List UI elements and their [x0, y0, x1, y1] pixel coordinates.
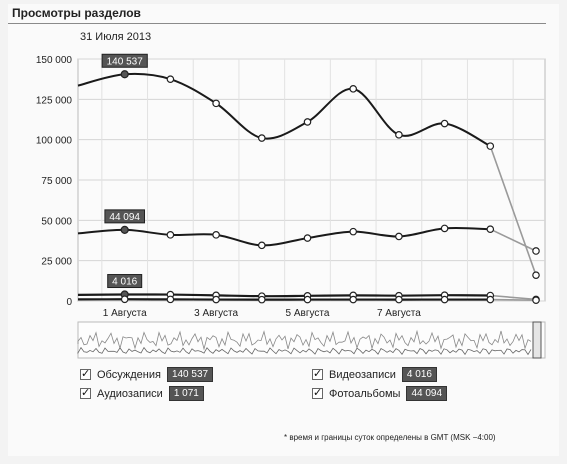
legend-value: 140 537: [166, 367, 214, 382]
y-tick-label: 150 000: [36, 55, 73, 66]
data-point: [120, 225, 129, 234]
y-tick-label: 50 000: [41, 216, 72, 227]
x-tick-label: 7 Августа: [377, 308, 421, 319]
data-point: [349, 295, 358, 304]
legend-item-photos[interactable]: Фотоальбомы 44 094: [312, 386, 448, 401]
data-point: [395, 232, 403, 241]
y-tick-label: 100 000: [36, 136, 73, 147]
x-tick-label: 5 Августа: [286, 308, 330, 319]
value-tooltip: [101, 53, 148, 68]
series-line-partial: [490, 294, 537, 301]
data-point: [486, 295, 495, 304]
y-tick-label: 75 000: [41, 176, 72, 187]
data-point: [166, 75, 175, 83]
y-tick-label: 25 000: [41, 257, 72, 268]
data-point: [166, 231, 175, 239]
y-tick-label: 125 000: [36, 95, 73, 106]
legend-label: Обсуждения: [97, 368, 161, 381]
data-point: [440, 119, 449, 128]
data-point: [349, 227, 358, 236]
value-tooltip: [104, 209, 145, 224]
date-label: 31 Июля 2013: [80, 31, 152, 43]
legend-label: Аудиозаписи: [97, 387, 163, 400]
x-tick-label: 1 Августа: [103, 308, 147, 319]
overview-series: [77, 329, 532, 351]
series-line: [77, 293, 491, 298]
data-point: [349, 85, 358, 93]
page-title: Просмотры разделов: [12, 6, 141, 20]
value-tooltip-label: 44 094: [109, 212, 140, 223]
legend-label: Фотоальбомы: [329, 387, 401, 400]
legend-item-audio[interactable]: Аудиозаписи 1 071: [80, 386, 204, 401]
data-point: [440, 295, 449, 304]
legend-value: 1 071: [168, 386, 204, 401]
timezone-footnote: * время и границы суток определены в GMT…: [284, 433, 496, 442]
data-point: [486, 225, 495, 234]
data-point: [486, 142, 495, 150]
value-tooltip-label: 140 537: [107, 56, 144, 67]
data-point: [395, 295, 403, 304]
x-tick-label: 3 Августа: [194, 308, 238, 319]
series-line-partial: [490, 298, 537, 301]
overview-series: [77, 346, 532, 356]
data-point: [257, 134, 266, 142]
data-point: [212, 231, 220, 239]
value-tooltip: [107, 274, 143, 289]
series-line: [77, 72, 491, 148]
data-point: [303, 234, 312, 242]
navigator-handle: [532, 321, 542, 359]
audio-checkbox[interactable]: [80, 386, 91, 399]
data-point: [212, 99, 220, 108]
legend-value: 44 094: [406, 386, 448, 401]
data-point: [440, 224, 449, 233]
data-point: [532, 247, 540, 255]
photos-checkbox[interactable]: [312, 386, 323, 399]
series-line-partial: [489, 145, 537, 276]
data-point: [120, 295, 129, 304]
value-tooltip-label: 4 016: [112, 277, 137, 288]
data-point: [257, 241, 266, 250]
y-tick-label: 0: [66, 297, 72, 308]
video-checkbox[interactable]: [312, 367, 323, 380]
legend-value: 4 016: [401, 367, 437, 382]
legend-item-discussions[interactable]: Обсуждения 140 537: [80, 367, 214, 382]
data-point: [532, 271, 540, 279]
data-point: [166, 295, 175, 304]
series-line-partial: [489, 228, 537, 252]
discussions-checkbox[interactable]: [80, 367, 91, 380]
data-point: [212, 295, 220, 304]
data-point: [120, 70, 129, 79]
data-point: [395, 131, 403, 139]
data-point: [257, 295, 266, 304]
series-line: [77, 226, 491, 247]
data-point: [303, 295, 312, 304]
title-divider: [8, 23, 546, 24]
legend-item-video[interactable]: Видеозаписи 4 016: [312, 367, 437, 382]
data-point: [303, 118, 312, 126]
legend-label: Видеозаписи: [329, 368, 396, 381]
data-point: [532, 296, 540, 304]
